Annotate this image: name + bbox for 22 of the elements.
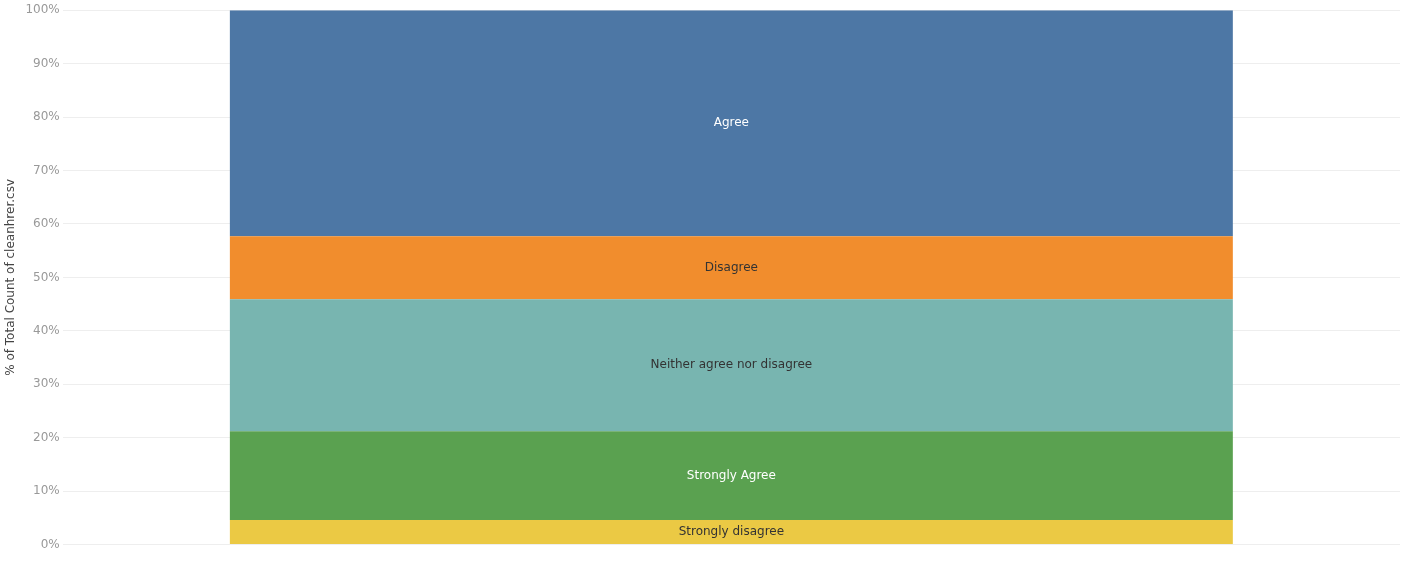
bar xyxy=(229,520,1233,545)
y-tick-label: 60% xyxy=(33,216,60,231)
y-tick-label: 20% xyxy=(33,429,60,444)
bar xyxy=(229,431,1233,521)
y-tick-label: 100% xyxy=(25,2,60,17)
series-label: Strongly disagree xyxy=(678,524,785,539)
series-label: Disagree xyxy=(704,259,758,274)
y-tick-label: 0% xyxy=(40,536,60,551)
y-tick-label: 40% xyxy=(33,322,60,337)
y-tick-label: 10% xyxy=(33,483,60,498)
y-tick-label: 80% xyxy=(33,109,60,124)
bar xyxy=(229,299,1233,432)
series-label: Agree xyxy=(713,115,749,130)
series-label: Strongly Agree xyxy=(686,467,776,482)
y-tick-label: 50% xyxy=(33,269,60,284)
y-tick-label: 90% xyxy=(33,55,60,70)
y-tick-label: 70% xyxy=(33,162,60,177)
bar xyxy=(229,10,1233,237)
y-axis-title: % of Total Count of cleanhrer.csv xyxy=(3,178,18,376)
bar xyxy=(229,236,1233,300)
y-tick-label: 30% xyxy=(33,376,60,391)
series-label: Neither agree nor disagree xyxy=(650,357,813,372)
